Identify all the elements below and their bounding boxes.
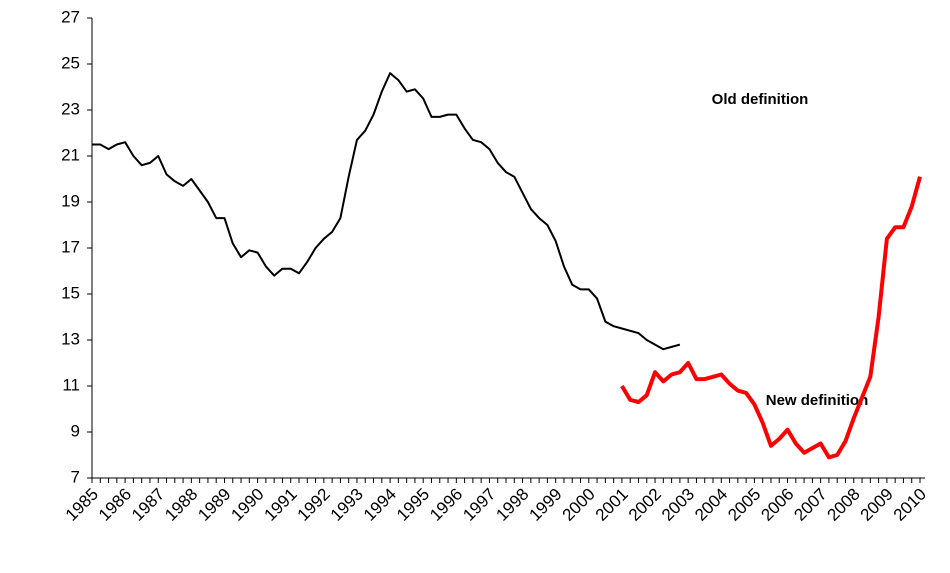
x-tick-label: 1987 bbox=[128, 485, 168, 525]
x-tick-label: 2008 bbox=[824, 485, 864, 525]
y-tick-label: 13 bbox=[61, 329, 80, 348]
y-tick-label: 25 bbox=[61, 53, 80, 72]
x-tick-label: 1996 bbox=[426, 485, 466, 525]
x-tick-label: 1999 bbox=[525, 485, 565, 525]
y-tick-label: 7 bbox=[71, 467, 80, 486]
x-tick-label: 1998 bbox=[492, 485, 532, 525]
x-tick-label: 2006 bbox=[757, 485, 797, 525]
x-tick-label: 1990 bbox=[227, 485, 267, 525]
y-tick-label: 9 bbox=[71, 421, 80, 440]
x-tick-label: 1992 bbox=[294, 485, 334, 525]
y-tick-label: 17 bbox=[61, 237, 80, 256]
x-tick-label: 1994 bbox=[360, 485, 400, 525]
x-tick-label: 2000 bbox=[559, 485, 599, 525]
x-tick-label: 1986 bbox=[95, 485, 135, 525]
y-tick-label: 19 bbox=[61, 191, 80, 210]
x-tick-label: 2005 bbox=[724, 485, 764, 525]
data-line bbox=[620, 176, 922, 460]
x-tick-label: 2004 bbox=[691, 485, 731, 525]
data-line bbox=[92, 72, 681, 351]
x-tick-label: 1993 bbox=[327, 485, 367, 525]
x-tick-label: 2010 bbox=[890, 485, 930, 525]
x-tick-label: 2009 bbox=[857, 485, 897, 525]
x-tick-label: 1995 bbox=[393, 485, 433, 525]
x-tick-label: 2007 bbox=[790, 485, 830, 525]
annotation: Old definition bbox=[712, 91, 809, 108]
x-tick-label: 2002 bbox=[625, 485, 665, 525]
x-tick-label: 1989 bbox=[194, 485, 234, 525]
annotation: New definition bbox=[766, 392, 869, 409]
y-tick-label: 27 bbox=[61, 7, 80, 26]
x-tick-label: 2003 bbox=[658, 485, 698, 525]
x-tick-label: 2001 bbox=[592, 485, 632, 525]
y-tick-label: 23 bbox=[61, 99, 80, 118]
y-tick-label: 11 bbox=[62, 375, 80, 394]
y-tick-label: 21 bbox=[61, 145, 80, 164]
x-tick-label: 1997 bbox=[459, 485, 499, 525]
x-tick-label: 1988 bbox=[161, 485, 201, 525]
y-tick-label: 15 bbox=[61, 283, 80, 302]
x-tick-label: 1985 bbox=[62, 485, 102, 525]
x-tick-label: 1991 bbox=[261, 485, 301, 525]
